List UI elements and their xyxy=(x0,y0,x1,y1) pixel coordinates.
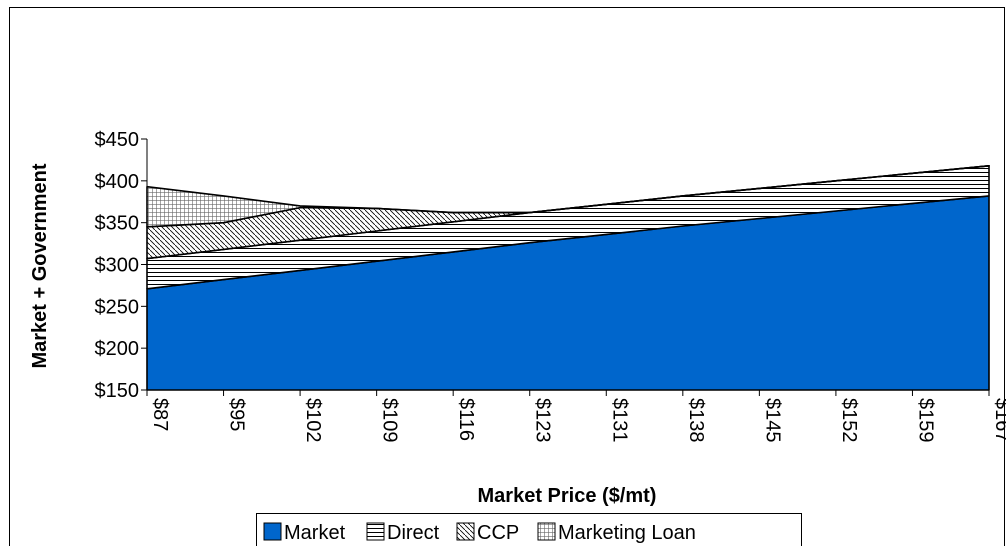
area-layers xyxy=(146,165,990,391)
legend-label-marketing-loan: Marketing Loan xyxy=(558,522,696,544)
x-tick-label: $145 xyxy=(761,398,783,443)
legend-swatch-ccp xyxy=(456,522,475,541)
x-tick-label: $131 xyxy=(608,398,630,443)
legend: Market Direct CCP Marketing Loan xyxy=(256,513,802,548)
x-tick-label: $152 xyxy=(838,398,860,443)
legend-swatch-market xyxy=(263,522,282,541)
y-tick-label: $300 xyxy=(95,255,140,277)
x-tick-label: $138 xyxy=(685,398,707,443)
legend-swatch-direct xyxy=(366,522,385,541)
y-tick-label: $400 xyxy=(95,171,140,193)
x-tick-label: $123 xyxy=(532,398,554,443)
x-tick-label: $159 xyxy=(915,398,937,443)
x-tick-label: $95 xyxy=(226,398,248,431)
y-tick-label: $200 xyxy=(95,338,140,360)
legend-label-ccp: CCP xyxy=(477,522,519,544)
y-tick-label: $150 xyxy=(95,380,140,402)
x-tick-label: $102 xyxy=(302,398,324,443)
y-tick-label: $450 xyxy=(95,129,140,151)
x-tick-label: $116 xyxy=(455,398,477,441)
y-axis-title: Market + Government xyxy=(29,163,51,368)
legend-label-direct: Direct xyxy=(387,522,440,544)
x-axis-title: Market Price ($/mt) xyxy=(478,485,657,507)
area-marketing-loan xyxy=(146,165,990,228)
x-tick-label: $109 xyxy=(379,398,401,443)
legend-label-market: Market xyxy=(284,522,346,544)
x-axis: $87 $95 $102 $109 $116 $123 $131 $138 $145 $152 $1… xyxy=(146,389,1006,443)
y-tick-label: $250 xyxy=(95,296,140,318)
x-tick-label: $167 xyxy=(991,398,1006,443)
y-tick-label: $350 xyxy=(95,213,140,235)
legend-swatch-marketing-loan xyxy=(537,522,556,541)
x-tick-label: $87 xyxy=(149,398,171,431)
y-axis: $150 $200 $250 $300 $350 $400 $450 xyxy=(95,129,148,402)
